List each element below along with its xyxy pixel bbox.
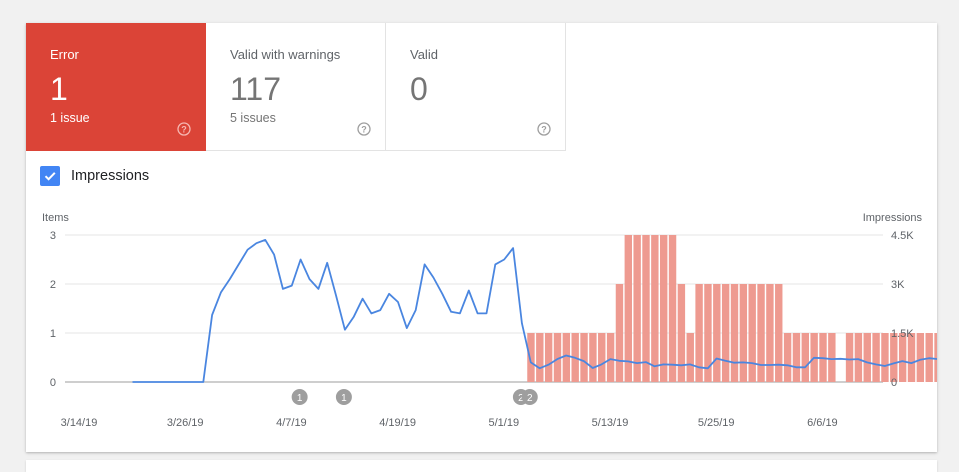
item-bar: [713, 284, 721, 382]
item-bar: [544, 333, 553, 382]
item-bar: [562, 333, 571, 382]
impressions-toggle[interactable]: Impressions: [40, 166, 149, 186]
item-bar: [580, 333, 588, 382]
item-bar: [704, 284, 712, 382]
item-bar: [757, 284, 765, 382]
help-circle-icon[interactable]: ?: [537, 122, 551, 136]
help-circle-icon[interactable]: ?: [357, 122, 371, 136]
right-axis-tick-label: 0: [891, 377, 897, 389]
right-axis-tick-label: 4.5K: [891, 230, 914, 242]
item-bar: [828, 333, 836, 382]
item-bar: [907, 333, 916, 382]
svg-text:?: ?: [181, 124, 187, 134]
item-bar: [748, 284, 756, 382]
svg-text:?: ?: [541, 124, 547, 134]
event-marker-label: 2: [527, 393, 533, 404]
x-axis-tick-label: 5/13/19: [592, 417, 629, 429]
item-bar: [854, 333, 863, 382]
event-marker-dot: [335, 389, 352, 405]
tab-valid-count: 0: [410, 71, 428, 107]
left-axis-tick-label: 2: [50, 279, 56, 291]
impressions-checkbox-label: Impressions: [71, 168, 150, 184]
left-axis-tick-label: 3: [50, 230, 56, 242]
item-bar: [801, 333, 809, 382]
event-marker-dot: [521, 389, 538, 405]
tab-warnings-count: 117: [230, 71, 282, 107]
tab-valid[interactable]: Valid 0 ?: [386, 23, 566, 151]
item-bar: [863, 333, 871, 382]
event-marker-label: 2: [518, 393, 524, 404]
item-bar: [898, 333, 907, 382]
x-axis-tick-label: 5/25/19: [698, 417, 735, 429]
item-bar: [615, 284, 624, 382]
item-bar: [651, 235, 659, 382]
item-bar: [668, 235, 677, 382]
status-tabs: Error 1 1 issue ? Valid with warnings 11…: [26, 23, 566, 151]
item-bar: [536, 333, 544, 382]
x-axis-tick-label: 3/26/19: [167, 417, 204, 429]
x-axis-tick-label: 4/19/19: [379, 417, 416, 429]
item-bar: [783, 333, 792, 382]
right-axis-label: Impressions: [863, 212, 923, 224]
event-marker[interactable]: 2: [521, 389, 538, 405]
item-bar: [598, 333, 606, 382]
item-bar: [527, 333, 535, 382]
coverage-report-card: Error 1 1 issue ? Valid with warnings 11…: [26, 23, 937, 452]
item-bar: [660, 235, 668, 382]
checkmark-icon: [44, 172, 56, 181]
item-bar: [916, 333, 925, 382]
item-bar: [872, 333, 880, 382]
item-bar: [766, 284, 774, 382]
item-bar: [633, 235, 641, 382]
item-bar: [934, 333, 937, 382]
impressions-line: [132, 238, 937, 383]
item-bar: [881, 333, 889, 382]
item-bar: [695, 284, 703, 382]
item-bar: [553, 333, 562, 382]
item-bar: [686, 333, 694, 382]
item-bar: [890, 333, 898, 382]
event-marker-label: 1: [297, 393, 303, 404]
tab-error[interactable]: Error 1 1 issue ?: [26, 23, 206, 151]
tab-warnings-label: Valid with warnings: [230, 47, 341, 62]
item-bar: [624, 235, 632, 382]
tab-valid-with-warnings[interactable]: Valid with warnings 117 5 issues ?: [206, 23, 386, 151]
tab-warnings-sub: 5 issues: [230, 111, 276, 125]
left-axis-label: Items: [42, 212, 69, 224]
tab-valid-label: Valid: [410, 47, 438, 62]
tab-error-label: Error: [50, 47, 79, 62]
left-axis-tick-label: 1: [50, 328, 56, 340]
tab-error-sub: 1 issue: [50, 111, 90, 125]
x-axis-tick-label: 5/1/19: [489, 417, 520, 429]
right-axis-tick-label: 1.5K: [891, 328, 914, 340]
left-axis-tick-label: 0: [50, 377, 56, 389]
item-bar: [606, 333, 615, 382]
event-marker-label: 1: [341, 393, 347, 404]
tab-error-count: 1: [50, 71, 68, 107]
next-card-edge: [26, 460, 937, 472]
item-bar: [739, 284, 748, 382]
event-marker-dot: [291, 389, 308, 405]
right-axis-tick-label: 3K: [891, 279, 905, 291]
item-bar: [642, 235, 650, 382]
svg-text:?: ?: [361, 124, 367, 134]
event-marker[interactable]: 1: [291, 389, 308, 405]
x-axis-tick-label: 6/6/19: [807, 417, 838, 429]
event-marker[interactable]: 1: [335, 389, 352, 405]
impressions-checkbox[interactable]: [40, 166, 60, 186]
item-bar: [721, 284, 730, 382]
coverage-chart: 0 1 2 3 0 1.5K 3K 4.5K Items Impressions 3/14/19 3/…: [42, 212, 937, 429]
help-circle-icon[interactable]: ?: [177, 122, 191, 136]
item-bar: [730, 284, 739, 382]
x-axis-tick-label: 4/7/19: [276, 417, 307, 429]
item-bar: [589, 333, 597, 382]
item-bar: [792, 333, 801, 382]
x-axis-tick-label: 3/14/19: [61, 417, 98, 429]
item-bar: [845, 333, 854, 382]
item-bar: [775, 284, 783, 382]
item-bar: [677, 284, 686, 382]
